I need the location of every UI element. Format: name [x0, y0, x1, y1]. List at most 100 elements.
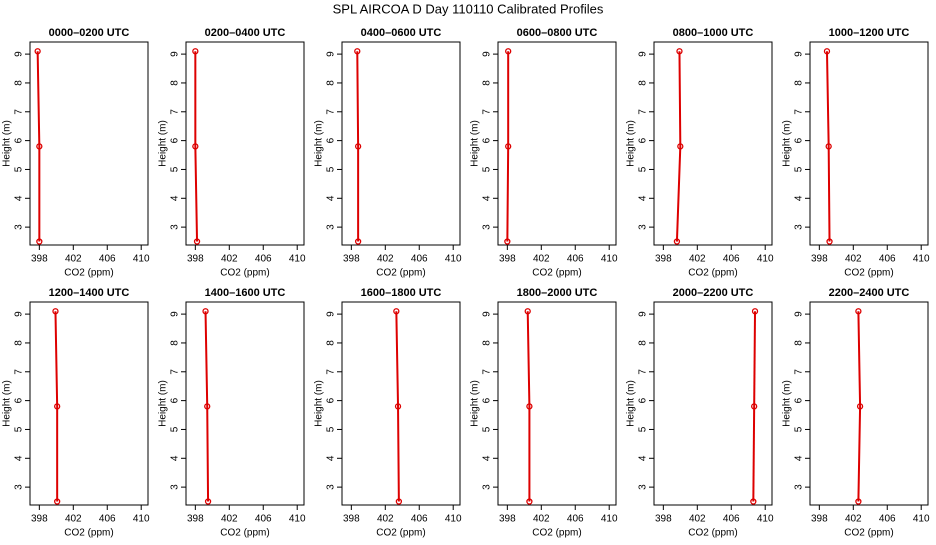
data-point [826, 238, 833, 245]
y-tick-label: 7 [14, 109, 25, 115]
data-point [204, 498, 212, 505]
y-axis-label: Height (m) [470, 380, 481, 427]
y-tick-label: 5 [326, 426, 337, 432]
x-tick-label: 402 [533, 254, 550, 265]
y-tick-label: 9 [14, 51, 25, 57]
y-tick-label: 7 [326, 369, 337, 375]
panel-title: 1000–1200 UTC [829, 27, 910, 39]
x-tick-label: 402 [845, 254, 862, 265]
y-tick-label: 8 [794, 340, 805, 346]
x-tick-label: 402 [377, 254, 394, 265]
y-tick-label: 3 [794, 224, 805, 230]
x-axis-label: CO2 (ppm) [532, 528, 581, 539]
x-tick-label: 398 [343, 514, 360, 525]
y-tick-label: 3 [794, 484, 805, 490]
x-tick-label: 398 [343, 254, 360, 265]
y-tick-label: 4 [326, 195, 337, 201]
y-tick-label: 4 [170, 195, 181, 201]
profile-line [54, 311, 59, 502]
data-point [54, 498, 61, 505]
x-tick-label: 398 [187, 254, 204, 265]
y-tick-label: 3 [14, 224, 25, 230]
y-tick-label: 6 [326, 137, 337, 143]
x-tick-label: 406 [879, 254, 896, 265]
x-tick-label: 406 [879, 514, 896, 525]
y-tick-label: 5 [482, 166, 493, 172]
y-tick-label: 7 [170, 369, 181, 375]
x-tick-label: 398 [499, 514, 516, 525]
x-tick-label: 402 [533, 514, 550, 525]
y-tick-label: 8 [14, 340, 25, 346]
y-tick-label: 5 [638, 166, 649, 172]
y-tick-label: 6 [170, 137, 181, 143]
y-tick-label: 7 [638, 369, 649, 375]
x-tick-label: 402 [689, 254, 706, 265]
panel-title: 0200–0400 UTC [205, 27, 286, 39]
y-tick-label: 8 [482, 80, 493, 86]
y-tick-label: 9 [638, 51, 649, 57]
x-axis-label: CO2 (ppm) [220, 268, 269, 279]
y-tick-label: 7 [14, 369, 25, 375]
data-point [393, 308, 400, 315]
x-tick-label: 406 [255, 514, 272, 525]
y-axis-label: Height (m) [782, 120, 793, 167]
x-tick-label: 406 [99, 514, 116, 525]
y-tick-label: 6 [794, 397, 805, 403]
x-tick-label: 402 [845, 514, 862, 525]
plot-frame [185, 41, 305, 246]
data-point [524, 308, 531, 315]
y-tick-label: 7 [794, 369, 805, 375]
y-tick-label: 6 [794, 137, 805, 143]
x-tick-label: 406 [723, 254, 740, 265]
y-tick-label: 7 [482, 109, 493, 115]
data-point [855, 498, 862, 505]
data-point [751, 403, 758, 410]
data-point [750, 498, 757, 505]
y-tick-label: 3 [326, 224, 337, 230]
x-axis-label: CO2 (ppm) [64, 528, 113, 539]
panel-title: 2200–2400 UTC [829, 287, 910, 299]
data-point [825, 143, 832, 150]
x-tick-label: 410 [757, 254, 774, 265]
y-tick-label: 4 [170, 455, 181, 461]
y-tick-label: 8 [14, 80, 25, 86]
x-axis-label: CO2 (ppm) [844, 268, 893, 279]
x-axis-label: CO2 (ppm) [376, 528, 425, 539]
y-tick-label: 7 [638, 109, 649, 115]
y-tick-label: 3 [638, 484, 649, 490]
y-tick-label: 8 [638, 340, 649, 346]
y-tick-label: 7 [794, 109, 805, 115]
y-tick-label: 8 [794, 80, 805, 86]
plot-frame [29, 41, 149, 246]
y-tick-label: 9 [482, 311, 493, 317]
plot-frame [29, 301, 149, 506]
y-tick-label: 5 [14, 426, 25, 432]
y-tick-label: 4 [794, 195, 805, 201]
profile-line [395, 311, 400, 502]
y-axis-label: Height (m) [626, 120, 637, 167]
data-point [504, 238, 511, 245]
x-tick-label: 406 [567, 514, 584, 525]
page-title: SPL AIRCOA D Day 110110 Calibrated Profi… [333, 1, 604, 16]
panel-title: 1800–2000 UTC [517, 287, 598, 299]
y-tick-label: 4 [482, 195, 493, 201]
x-tick-label: 398 [187, 514, 204, 525]
data-point [677, 143, 684, 150]
y-tick-label: 8 [326, 340, 337, 346]
data-point [673, 238, 681, 245]
data-point [354, 238, 362, 245]
profile-line [356, 51, 360, 242]
x-axis-label: CO2 (ppm) [64, 268, 113, 279]
plot-frame [809, 41, 929, 246]
x-tick-label: 402 [377, 514, 394, 525]
x-axis-label: CO2 (ppm) [376, 268, 425, 279]
y-tick-label: 5 [170, 166, 181, 172]
data-point [192, 143, 199, 150]
y-tick-label: 9 [482, 51, 493, 57]
data-point [751, 308, 759, 315]
x-tick-label: 406 [723, 514, 740, 525]
x-tick-label: 402 [689, 514, 706, 525]
y-tick-label: 6 [638, 137, 649, 143]
